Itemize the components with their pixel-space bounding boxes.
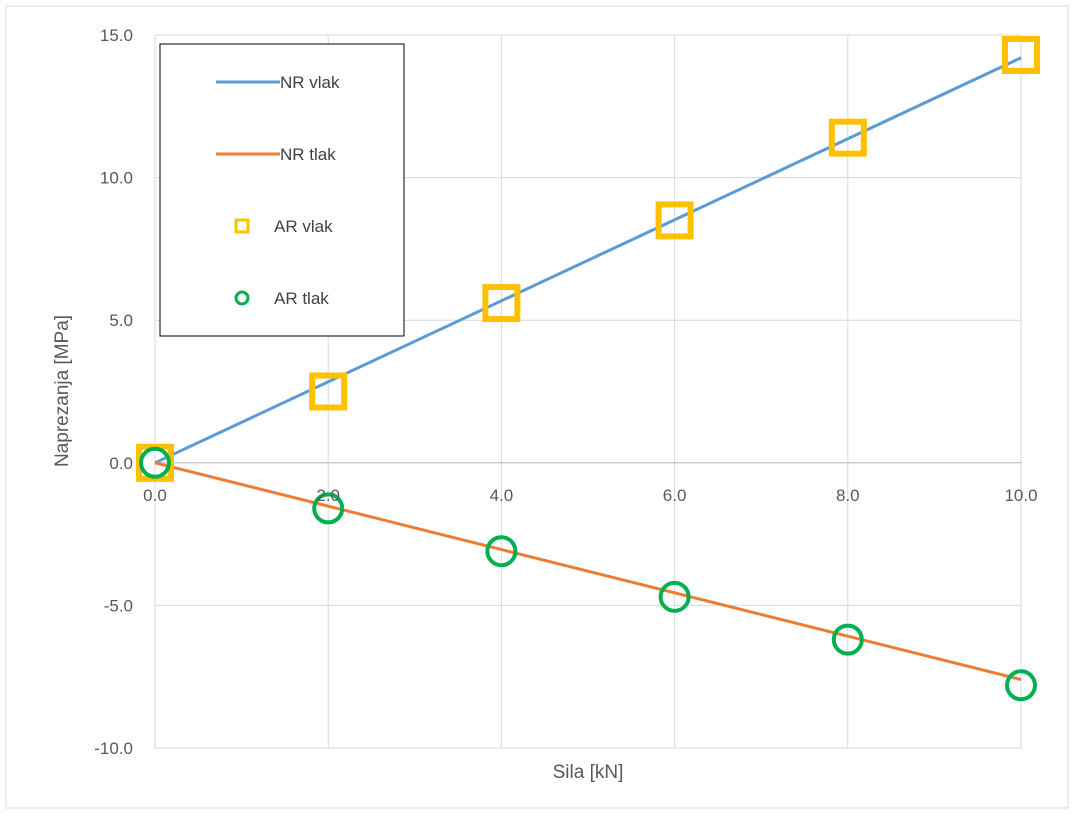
series-line-1	[154, 461, 1022, 682]
y-tick-label: -10.0	[94, 739, 133, 758]
y-tick-label: 5.0	[109, 311, 133, 330]
y-tick-label: 0.0	[109, 454, 133, 473]
data-point-circle	[139, 446, 171, 479]
legend-label: AR tlak	[274, 289, 329, 308]
y-tick-label: 10.0	[100, 169, 133, 188]
legend-box	[159, 43, 405, 337]
y-tick-label: 15.0	[100, 26, 133, 45]
y-axis-title: Naprezanja [MPa]	[52, 315, 73, 467]
legend-swatch-circle	[234, 290, 250, 306]
data-point-square	[482, 284, 521, 323]
x-tick-label: 6.0	[663, 486, 687, 505]
data-point-square	[309, 372, 348, 411]
x-tick-label: 0.0	[143, 486, 167, 505]
data-point-circle	[1005, 669, 1037, 702]
data-point-square	[655, 201, 694, 240]
x-tick-label: 10.0	[1004, 486, 1037, 505]
x-tick-label: 2.0	[316, 486, 340, 505]
legend-label: NR vlak	[280, 73, 340, 92]
tick-labels: 0.0 2.0 4.0 6.0 8.0 10.0 -10.0 -5.0 0.0 5.0 10.0 15…	[94, 26, 1037, 758]
y-tick-label: -5.0	[104, 596, 133, 615]
series-layer	[136, 35, 1040, 702]
data-point-circle	[831, 623, 864, 656]
x-axis-title: Sila [kN]	[553, 762, 624, 783]
legend-swatch-square	[234, 218, 250, 234]
legend-label: AR vlak	[274, 217, 333, 236]
data-point-circle	[485, 535, 518, 568]
data-point-circle	[658, 580, 691, 613]
legend-label: NR tlak	[280, 145, 336, 164]
x-tick-label: 4.0	[490, 486, 514, 505]
legend: NR vlak NR tlak AR vlak AR tlak	[159, 43, 405, 337]
series-line-0	[154, 56, 1022, 465]
data-point-square	[1002, 35, 1040, 74]
data-point-circle	[312, 492, 345, 525]
data-point-square	[828, 118, 867, 157]
x-tick-label: 8.0	[836, 486, 860, 505]
